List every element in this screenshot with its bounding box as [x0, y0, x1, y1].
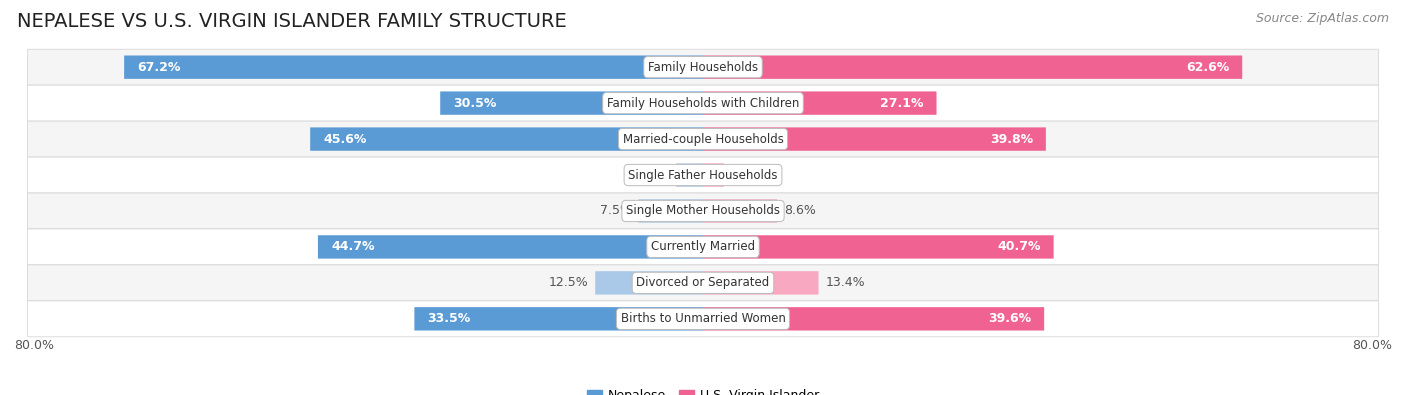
Text: 39.6%: 39.6%: [988, 312, 1031, 325]
Text: 45.6%: 45.6%: [323, 133, 367, 146]
FancyBboxPatch shape: [28, 85, 1378, 121]
FancyBboxPatch shape: [703, 307, 1045, 331]
FancyBboxPatch shape: [28, 121, 1378, 157]
FancyBboxPatch shape: [28, 193, 1378, 229]
Text: Divorced or Separated: Divorced or Separated: [637, 276, 769, 290]
FancyBboxPatch shape: [703, 55, 1243, 79]
Text: 2.4%: 2.4%: [731, 169, 762, 182]
Text: 62.6%: 62.6%: [1185, 61, 1229, 74]
FancyBboxPatch shape: [415, 307, 703, 331]
Text: Currently Married: Currently Married: [651, 241, 755, 254]
FancyBboxPatch shape: [28, 265, 1378, 301]
Text: 30.5%: 30.5%: [453, 97, 496, 110]
Text: Family Households: Family Households: [648, 61, 758, 74]
Text: Family Households with Children: Family Households with Children: [607, 97, 799, 110]
Text: 40.7%: 40.7%: [997, 241, 1040, 254]
Text: 33.5%: 33.5%: [427, 312, 471, 325]
FancyBboxPatch shape: [703, 164, 724, 187]
Text: Source: ZipAtlas.com: Source: ZipAtlas.com: [1256, 12, 1389, 25]
Legend: Nepalese, U.S. Virgin Islander: Nepalese, U.S. Virgin Islander: [582, 384, 824, 395]
FancyBboxPatch shape: [703, 128, 1046, 151]
Text: Births to Unmarried Women: Births to Unmarried Women: [620, 312, 786, 325]
Text: 12.5%: 12.5%: [548, 276, 589, 290]
FancyBboxPatch shape: [311, 128, 703, 151]
FancyBboxPatch shape: [440, 91, 703, 115]
Text: 13.4%: 13.4%: [825, 276, 865, 290]
FancyBboxPatch shape: [318, 235, 703, 259]
FancyBboxPatch shape: [638, 199, 703, 223]
FancyBboxPatch shape: [595, 271, 703, 295]
Text: Married-couple Households: Married-couple Households: [623, 133, 783, 146]
FancyBboxPatch shape: [703, 91, 936, 115]
Text: 67.2%: 67.2%: [138, 61, 180, 74]
FancyBboxPatch shape: [676, 164, 703, 187]
Text: 39.8%: 39.8%: [990, 133, 1033, 146]
FancyBboxPatch shape: [28, 49, 1378, 85]
Text: 3.1%: 3.1%: [638, 169, 669, 182]
FancyBboxPatch shape: [703, 271, 818, 295]
Text: 44.7%: 44.7%: [330, 241, 374, 254]
Text: Single Father Households: Single Father Households: [628, 169, 778, 182]
Text: 8.6%: 8.6%: [785, 205, 815, 218]
FancyBboxPatch shape: [703, 199, 778, 223]
Text: 80.0%: 80.0%: [14, 339, 53, 352]
FancyBboxPatch shape: [703, 235, 1053, 259]
Text: 7.5%: 7.5%: [599, 205, 631, 218]
FancyBboxPatch shape: [28, 229, 1378, 265]
Text: 80.0%: 80.0%: [1353, 339, 1392, 352]
Text: NEPALESE VS U.S. VIRGIN ISLANDER FAMILY STRUCTURE: NEPALESE VS U.S. VIRGIN ISLANDER FAMILY …: [17, 12, 567, 31]
Text: Single Mother Households: Single Mother Households: [626, 205, 780, 218]
FancyBboxPatch shape: [28, 301, 1378, 337]
FancyBboxPatch shape: [124, 55, 703, 79]
Text: 27.1%: 27.1%: [880, 97, 924, 110]
FancyBboxPatch shape: [28, 157, 1378, 193]
